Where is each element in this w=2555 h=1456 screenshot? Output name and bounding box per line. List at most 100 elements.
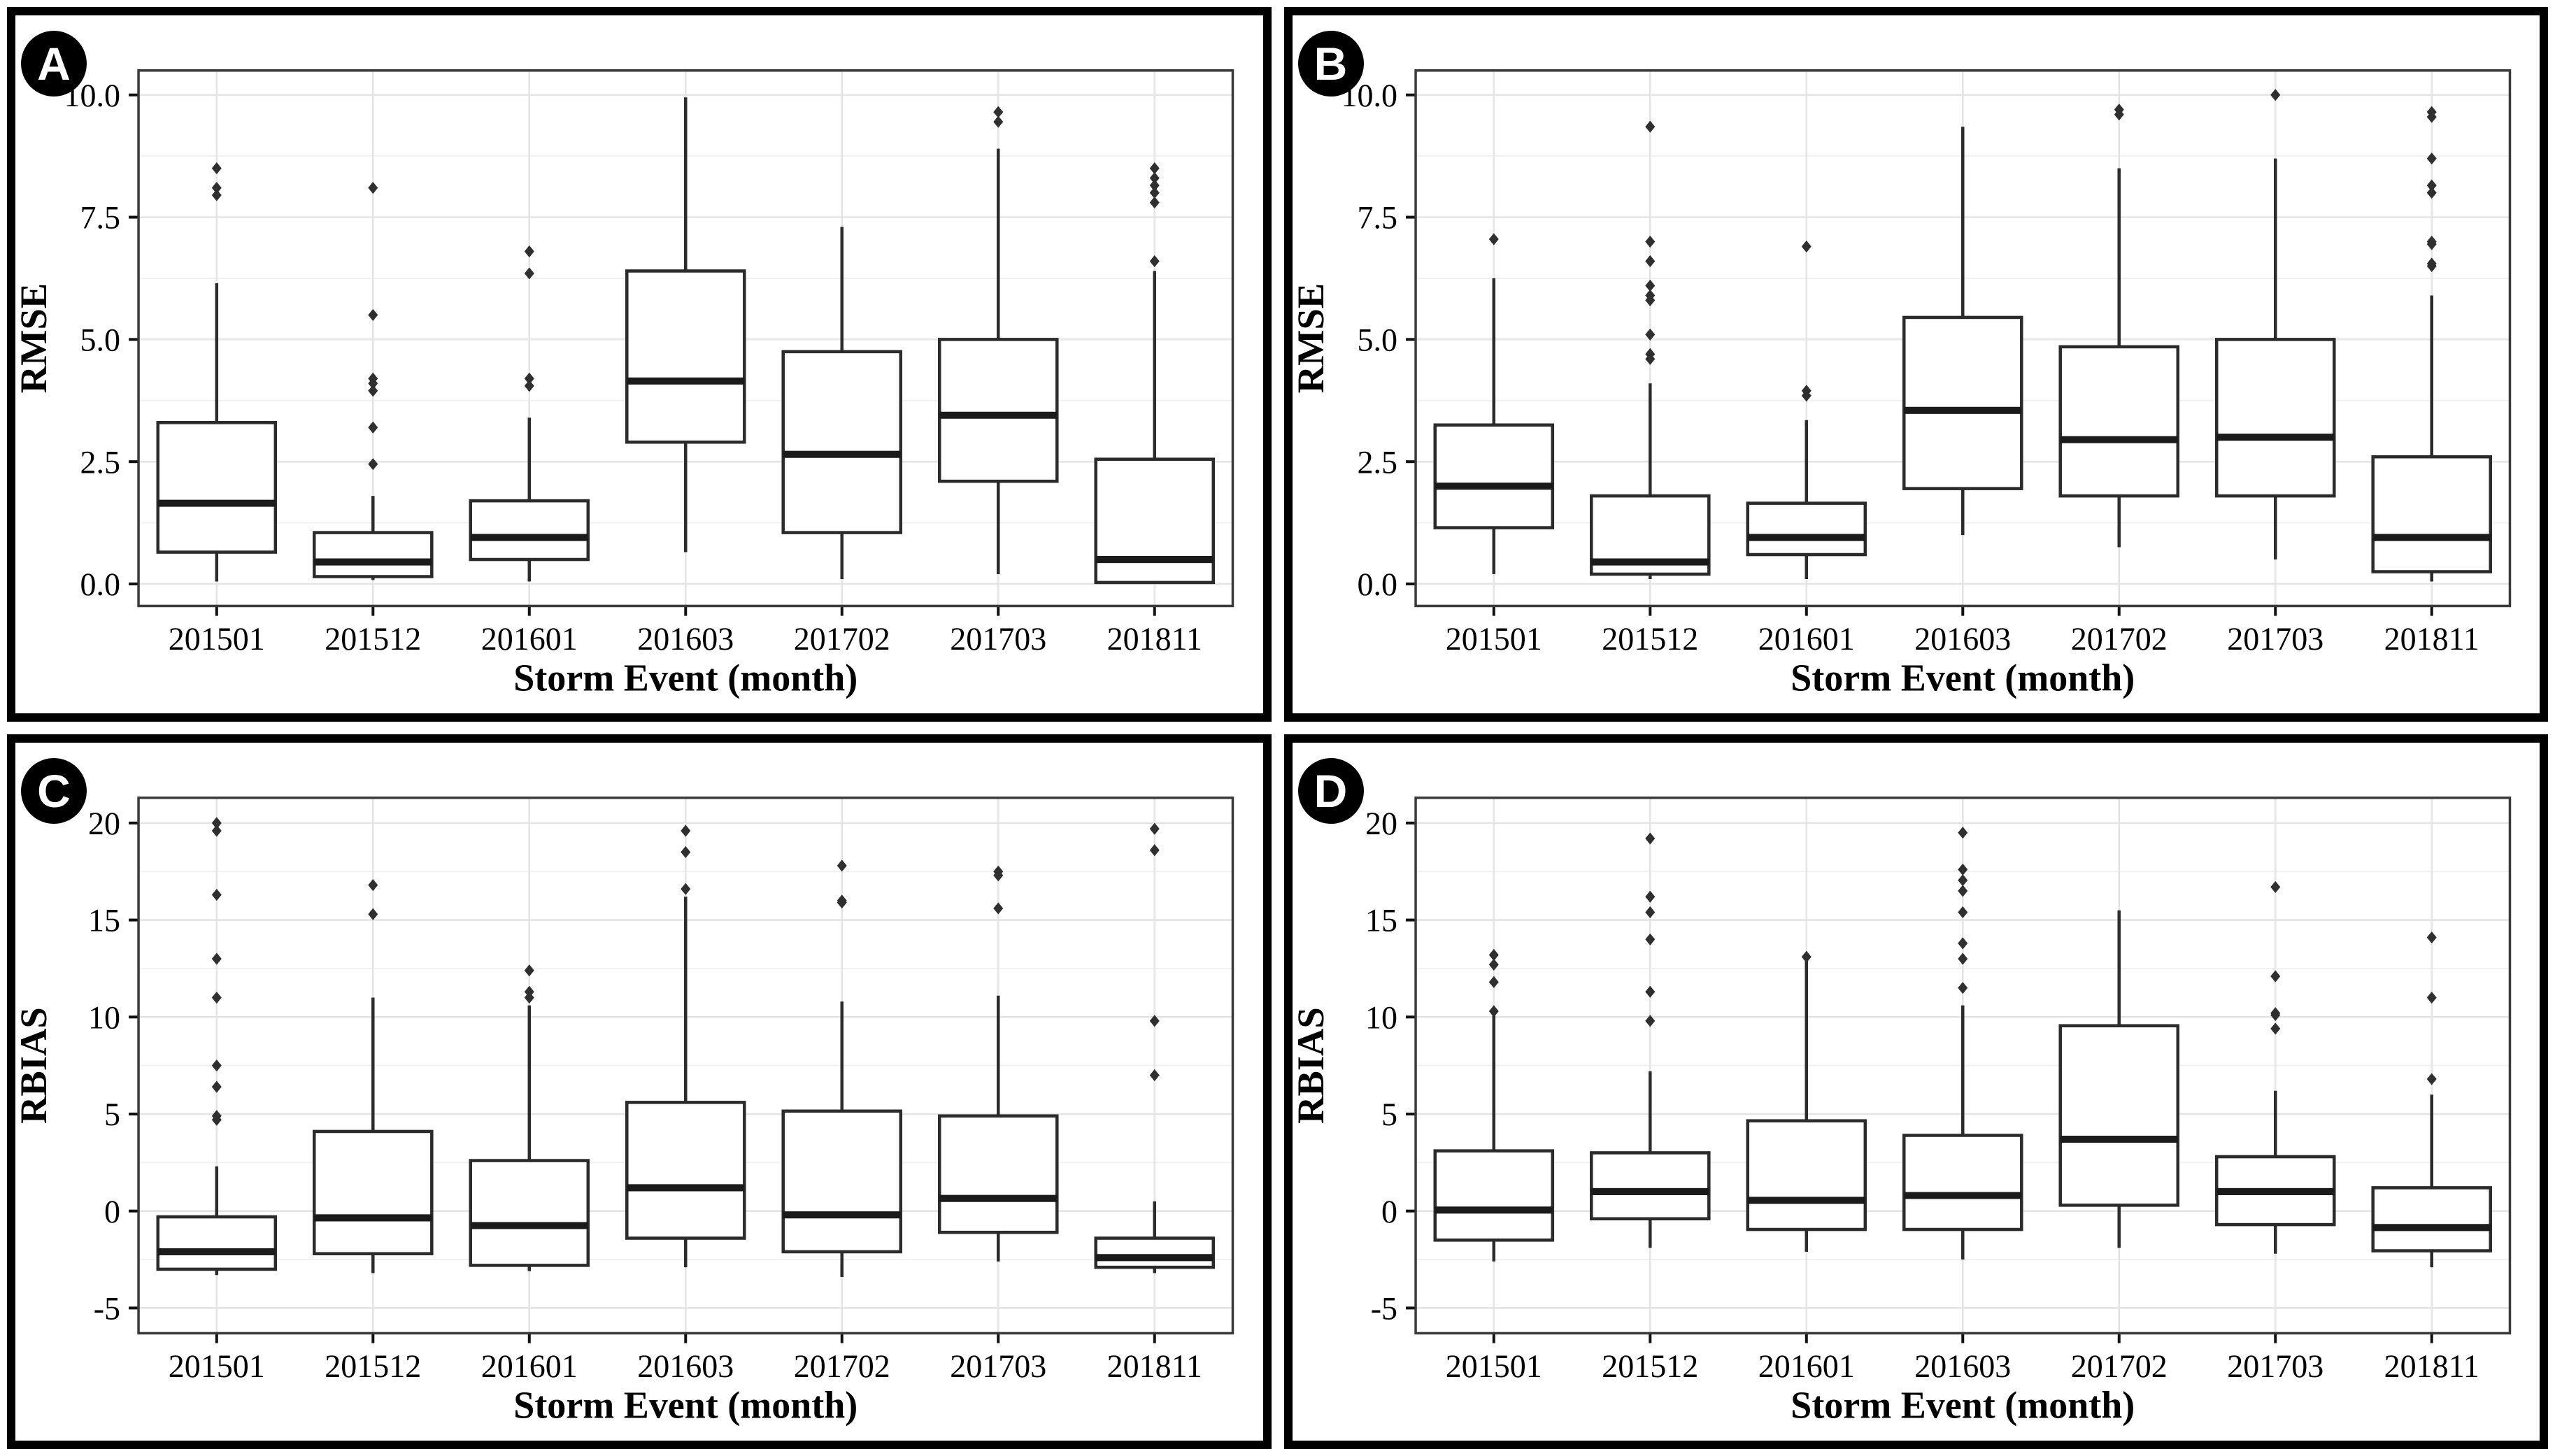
y-tick-label: 5 (104, 1097, 120, 1132)
x-tick-label: 201512 (1602, 621, 1698, 657)
x-tick-label: 201501 (1445, 1348, 1542, 1384)
iqr-box (2214, 338, 2336, 498)
iqr-box (313, 531, 434, 578)
iqr-box (2370, 1186, 2492, 1252)
x-tick-label: 201601 (1758, 621, 1854, 657)
y-tick-label: 0.0 (80, 566, 120, 602)
panel-border (137, 69, 1234, 608)
y-tick-label: 15 (88, 903, 120, 938)
outlier-point (1957, 885, 1967, 897)
outlier-point (2426, 187, 2437, 199)
x-tick-label: 201601 (481, 621, 578, 657)
x-tick-label: 201603 (637, 621, 734, 657)
x-axis-title: Storm Event (month) (1791, 657, 2135, 699)
outlier-point (368, 908, 378, 920)
panel-badge-b: B (1297, 31, 1364, 97)
box-201603 (625, 825, 746, 1268)
x-tick-label: 201501 (169, 1348, 265, 1384)
outlier-point (1957, 982, 1967, 994)
outlier-point (211, 825, 222, 837)
x-tick-labels: 201501 201512 201601 201603 201702 201703 2018… (169, 1348, 1202, 1384)
panel-frame-c: C -5 0 5 10 15 20 201501 201512 201601 201603 2017… (7, 734, 1272, 1449)
box-201811 (2370, 931, 2492, 1268)
outlier-point (524, 245, 534, 258)
panel-border (137, 797, 1234, 1335)
box-201702 (781, 859, 903, 1278)
iqr-box (625, 269, 746, 444)
outlier-point (368, 308, 378, 321)
outlier-point (1644, 348, 1655, 360)
outlier-point (211, 888, 222, 901)
outlier-point (2270, 970, 2280, 983)
outlier-point (1488, 948, 1499, 962)
iqr-box (1589, 1151, 1711, 1221)
outlier-point (1149, 187, 1160, 199)
x-tick-labels: 201501 201512 201601 201603 201702 201703 2018… (1445, 1348, 2479, 1384)
y-tick-label: -5 (94, 1290, 120, 1326)
x-tick-label: 201512 (325, 1348, 421, 1384)
outlier-point (1149, 172, 1160, 185)
outlier-point (1644, 890, 1655, 903)
outlier-point (681, 845, 691, 859)
outlier-point (1644, 832, 1655, 845)
x-tick-label: 201603 (1914, 621, 2011, 657)
outlier-point (1801, 950, 1812, 963)
y-tick-label: 10 (88, 999, 120, 1035)
outlier-point (1149, 179, 1160, 192)
outlier-point (1488, 958, 1499, 971)
outlier-point (1801, 385, 1812, 397)
box-201703 (937, 865, 1059, 1262)
iqr-box (469, 499, 590, 562)
outlier-point (368, 385, 378, 397)
outlier-point (2426, 991, 2437, 1004)
iqr-box (313, 1129, 434, 1255)
iqr-box (1902, 1134, 2023, 1232)
outlier-point (837, 859, 847, 872)
x-tick-labels: 201501 201512 201601 201603 201702 201703 2018… (1445, 621, 2479, 657)
axis-titles: RBIAS Storm Event (month) (1293, 1007, 2135, 1426)
iqr-box (1094, 1236, 1216, 1269)
outlier-point (993, 902, 1004, 915)
axis-tick-marks (1405, 93, 2433, 616)
y-tick-labels: -5 0 5 10 15 20 (88, 806, 120, 1327)
y-axis-title: RMSE (15, 283, 55, 394)
outlier-point (2270, 1007, 2280, 1020)
outlier-point (211, 182, 222, 194)
outlier-point (1644, 279, 1655, 292)
iqr-box (937, 1114, 1059, 1234)
outlier-point (211, 991, 222, 1004)
outlier-point (2270, 89, 2280, 101)
iqr-box (1902, 315, 2023, 490)
box-201603 (625, 97, 746, 552)
outlier-point (2426, 1073, 2437, 1085)
y-tick-label: 10 (1365, 999, 1397, 1035)
outlier-point (1801, 240, 1812, 253)
x-axis-title: Storm Event (month) (513, 1384, 857, 1426)
x-axis-title: Storm Event (month) (1791, 1384, 2135, 1426)
outlier-point (211, 952, 222, 965)
iqr-box (2370, 455, 2492, 573)
x-axis-title: Storm Event (month) (513, 657, 857, 699)
x-tick-labels: 201501 201512 201601 201603 201702 201703 2018… (169, 621, 1202, 657)
iqr-box (781, 1109, 903, 1254)
outlier-point (1957, 827, 1967, 839)
iqr-box (2058, 1024, 2179, 1207)
outlier-point (1644, 235, 1655, 248)
y-axis-title: RBIAS (15, 1007, 55, 1124)
x-tick-label: 201702 (2070, 1348, 2167, 1384)
iqr-box (781, 350, 903, 534)
boxplot-chart-rbias-c: -5 0 5 10 15 20 201501 201512 201601 201603 201702… (15, 797, 1234, 1427)
outlier-point (2426, 152, 2437, 165)
y-tick-label: -5 (1370, 1290, 1397, 1326)
box-201501 (156, 162, 278, 582)
box-201702 (781, 227, 903, 580)
box-201601 (469, 964, 590, 1271)
panel-border (1414, 69, 2511, 608)
iqr-box (1433, 1149, 1554, 1242)
axis-titles: RMSE Storm Event (month) (1293, 283, 2135, 699)
outlier-point (211, 189, 222, 201)
outlier-point (211, 1059, 222, 1072)
outlier-point (2426, 257, 2437, 270)
outlier-point (2426, 106, 2437, 118)
outlier-point (837, 894, 847, 907)
